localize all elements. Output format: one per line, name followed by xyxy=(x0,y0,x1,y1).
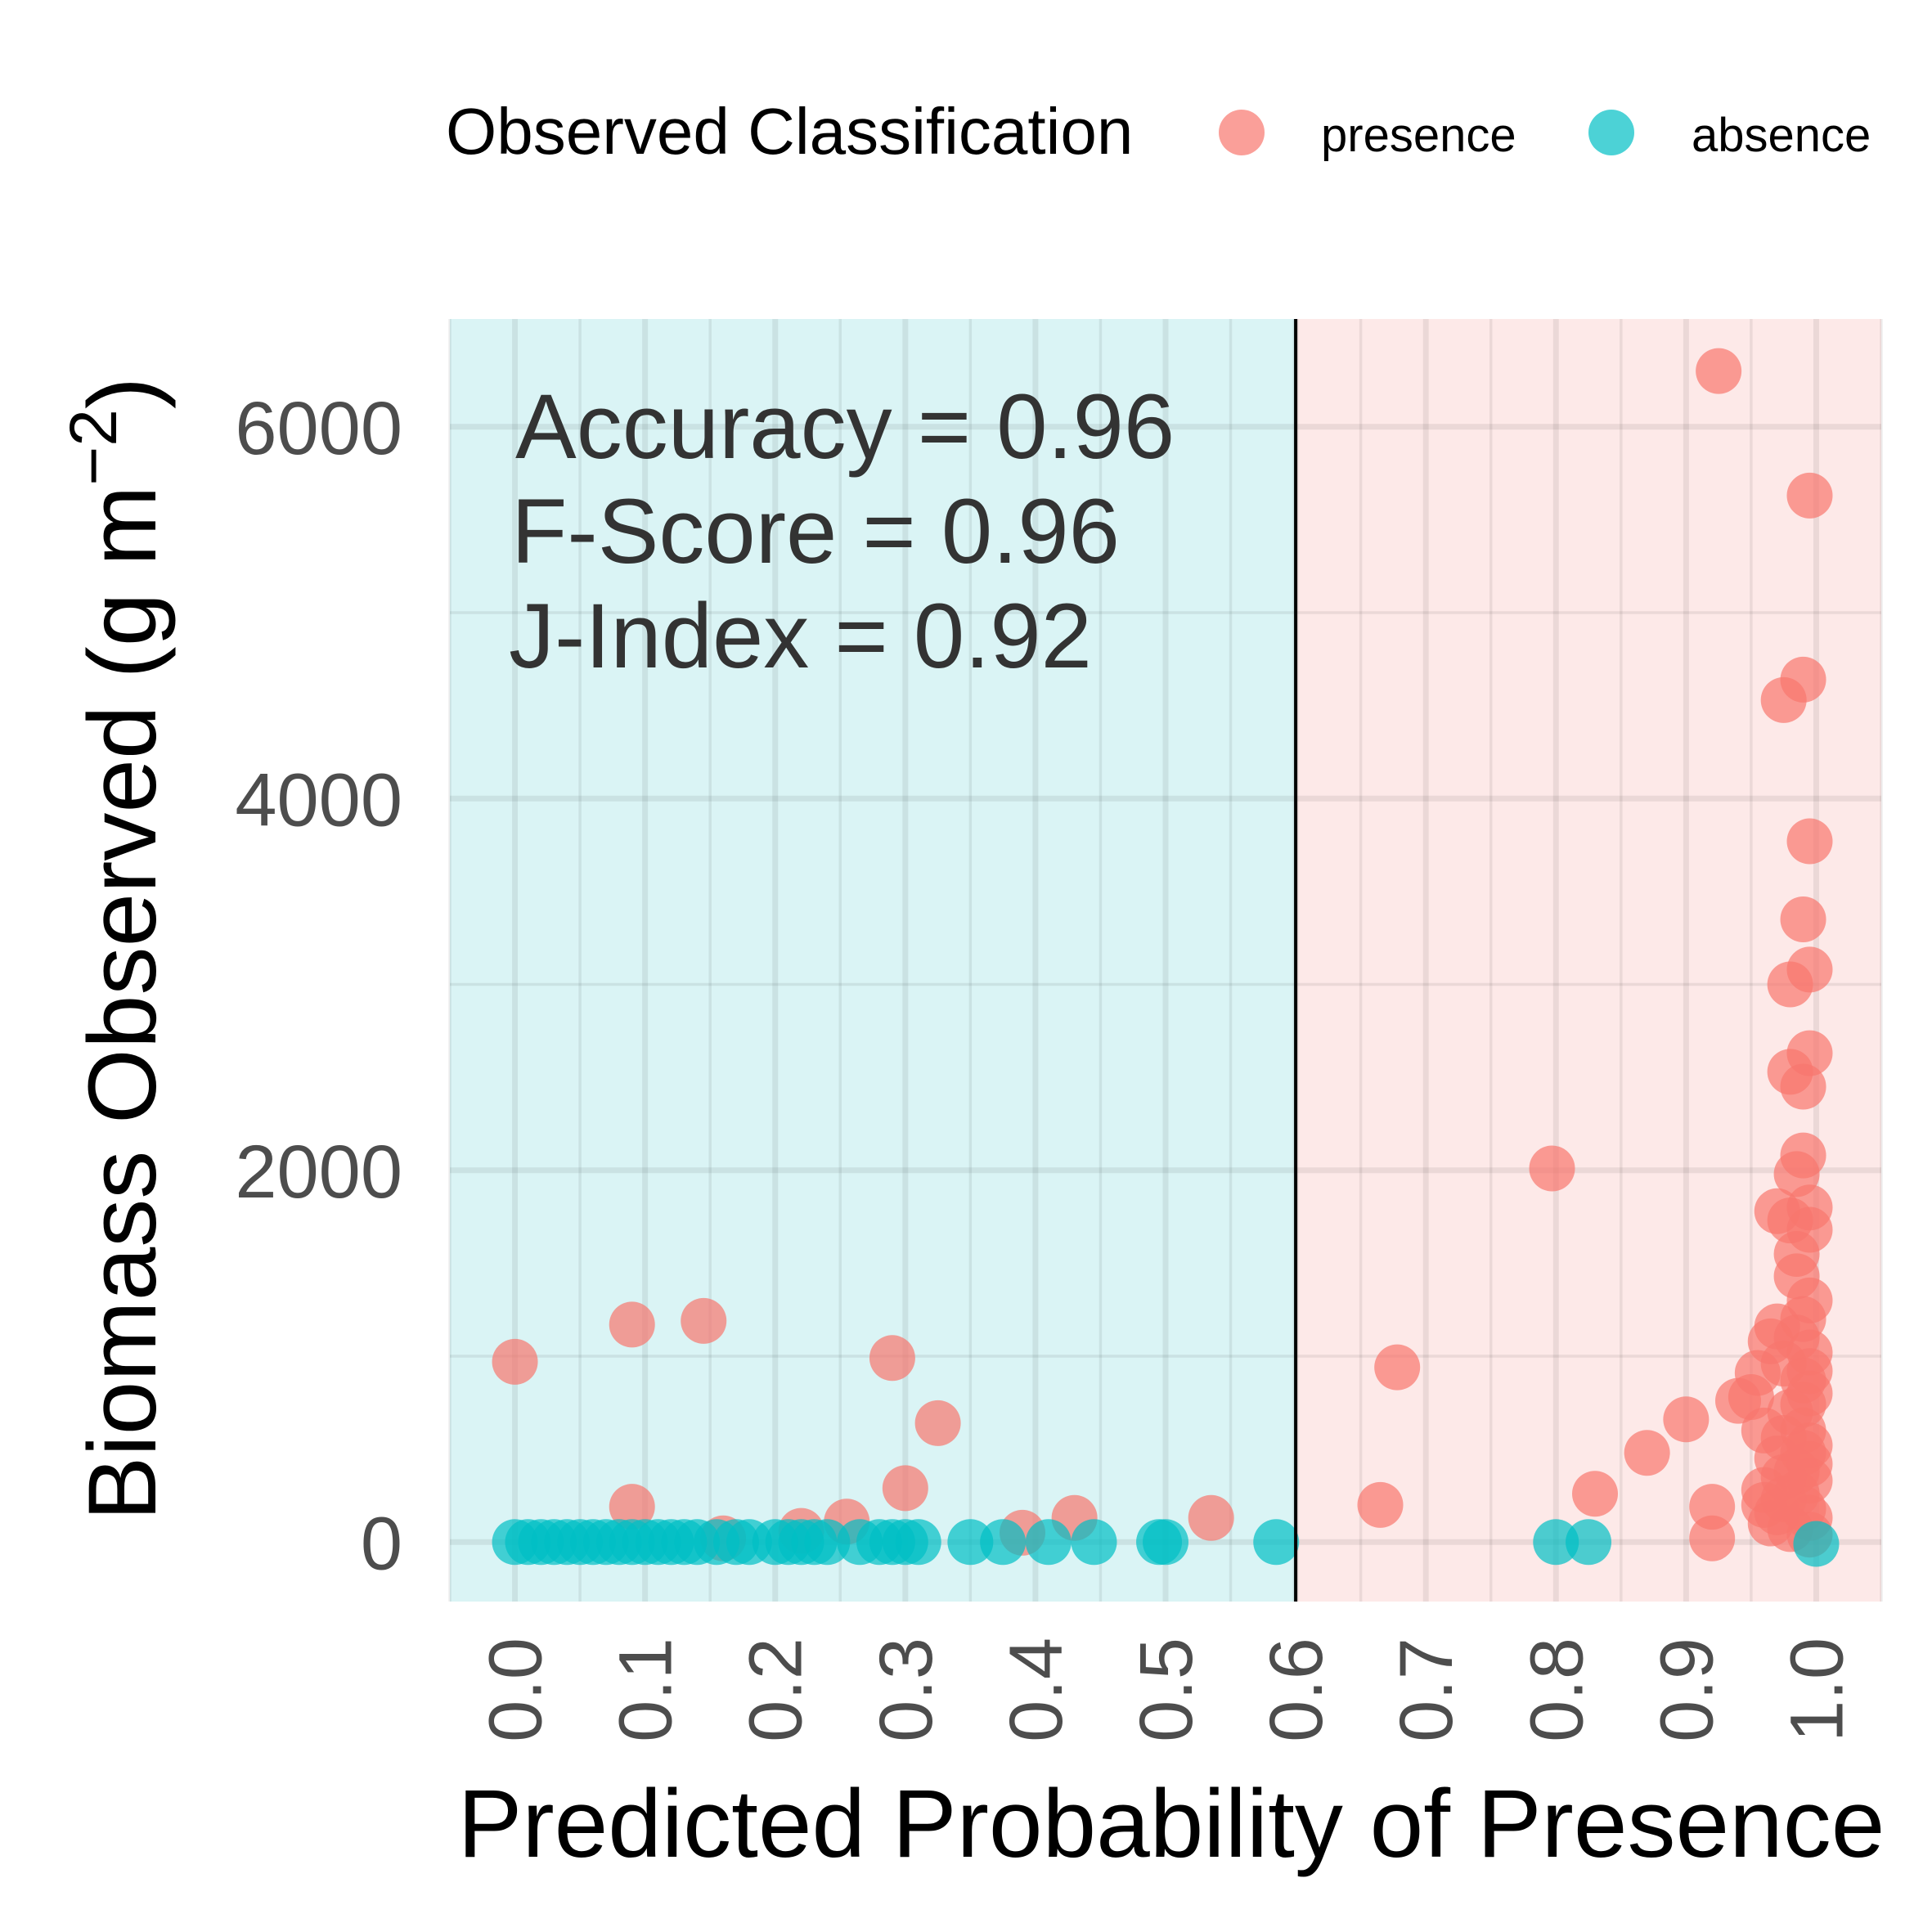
point-presence xyxy=(1188,1494,1234,1541)
point-presence xyxy=(1696,348,1742,394)
x-tick-label: 0.3 xyxy=(865,1638,948,1742)
x-tick-label: 0.6 xyxy=(1255,1638,1338,1742)
x-tick-label: 0.8 xyxy=(1515,1638,1598,1742)
point-presence xyxy=(1357,1481,1404,1528)
annotation-accuracy: Accuracy = 0.96 xyxy=(515,375,1175,478)
point-absence xyxy=(1566,1519,1612,1566)
point-presence xyxy=(681,1297,727,1344)
point-presence xyxy=(1786,818,1833,865)
point-presence xyxy=(609,1301,655,1348)
point-absence xyxy=(1253,1519,1300,1566)
point-absence xyxy=(1793,1521,1840,1567)
point-presence xyxy=(1663,1396,1710,1443)
x-tick-label: 0.7 xyxy=(1385,1638,1468,1742)
point-presence xyxy=(914,1400,961,1446)
legend-label-presence: presence xyxy=(1321,109,1516,162)
region-below-threshold xyxy=(450,319,1296,1602)
y-tick-label: 6000 xyxy=(235,387,402,470)
point-presence xyxy=(1780,656,1826,703)
x-tick-label: 0.1 xyxy=(604,1638,688,1742)
x-tick-label: 0.5 xyxy=(1125,1638,1208,1742)
y-tick-label: 2000 xyxy=(235,1130,402,1214)
legend: Observed Classification presence absence xyxy=(446,95,1871,168)
legend-key-absence xyxy=(1588,110,1634,155)
legend-title: Observed Classification xyxy=(446,95,1133,168)
annotation-j-index: J-Index = 0.92 xyxy=(509,585,1092,687)
x-tick-label: 1.0 xyxy=(1775,1638,1858,1742)
annotation-f-score: F-Score = 0.96 xyxy=(511,480,1120,582)
point-absence xyxy=(947,1519,994,1566)
point-absence xyxy=(980,1519,1027,1566)
point-absence xyxy=(1143,1519,1188,1566)
point-presence xyxy=(869,1335,915,1382)
x-axis-title: Predicted Probability of Presence xyxy=(458,1770,1885,1878)
y-axis-title-main: Biomass Observed (g m xyxy=(69,486,177,1521)
y-axis-title-close: ) xyxy=(69,377,177,409)
point-presence xyxy=(609,1484,655,1530)
y-axis-title-exponent: −2 xyxy=(56,409,131,486)
point-absence xyxy=(895,1519,941,1566)
point-presence xyxy=(1780,1430,1826,1476)
x-tick-label: 0.4 xyxy=(995,1638,1078,1742)
x-tick-label: 0.9 xyxy=(1645,1638,1728,1742)
point-presence xyxy=(1689,1484,1736,1530)
data-points xyxy=(492,348,1840,1567)
y-tick-label: 4000 xyxy=(235,758,402,842)
point-presence xyxy=(1786,472,1833,519)
y-axis-ticks: 0 2000 4000 6000 xyxy=(235,387,402,1585)
metrics-annotation: Accuracy = 0.96 F-Score = 0.96 J-Index =… xyxy=(509,375,1175,687)
y-axis-title: Biomass Observed (g m−2) xyxy=(56,377,177,1521)
y-tick-label: 0 xyxy=(361,1502,402,1585)
point-presence xyxy=(1786,1348,1833,1395)
point-presence xyxy=(492,1338,538,1385)
point-presence xyxy=(1780,1063,1826,1110)
point-absence xyxy=(1533,1519,1579,1566)
point-absence xyxy=(1025,1519,1072,1566)
point-absence xyxy=(1071,1519,1117,1566)
legend-key-presence xyxy=(1219,110,1265,155)
point-presence xyxy=(1741,1481,1787,1528)
point-presence xyxy=(1529,1145,1575,1192)
point-presence xyxy=(1786,946,1833,993)
point-presence xyxy=(1786,1206,1833,1253)
x-axis-ticks: 0.0 0.1 0.2 0.3 0.4 0.5 0.6 0.7 0.8 0.9 1.0 xyxy=(474,1638,1859,1742)
point-presence xyxy=(1572,1471,1618,1517)
point-presence xyxy=(1624,1430,1670,1476)
point-presence xyxy=(1689,1515,1736,1561)
point-presence xyxy=(1374,1344,1421,1391)
point-presence xyxy=(1780,896,1826,943)
x-tick-label: 0.2 xyxy=(735,1638,818,1742)
x-tick-label: 0.0 xyxy=(474,1638,558,1742)
legend-label-absence: absence xyxy=(1692,109,1871,162)
point-absence xyxy=(804,1519,851,1566)
point-presence xyxy=(882,1465,928,1512)
